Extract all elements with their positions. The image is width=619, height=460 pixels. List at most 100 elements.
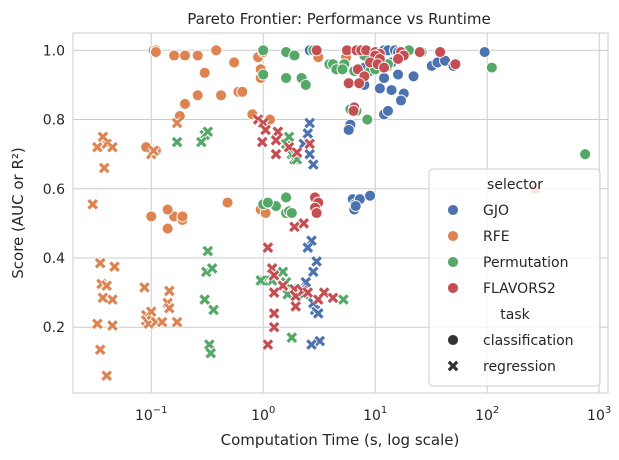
gjo-classification-point <box>395 94 407 107</box>
permutation-classification-point <box>299 78 312 91</box>
rfe-classification-point <box>228 56 241 69</box>
flavors2-classification-point <box>342 77 355 90</box>
rfe-regression-point <box>100 369 113 382</box>
flavors2-regression-point <box>261 241 274 254</box>
gjo-classification-point <box>342 123 355 136</box>
gjo-classification-point <box>378 72 391 84</box>
gjo-regression-point <box>313 335 326 348</box>
permutation-classification-point <box>280 191 293 204</box>
flavors2-regression-point <box>271 125 284 138</box>
legend-marker-flavors2 <box>447 282 459 294</box>
x-tick-base: 10 <box>363 408 381 424</box>
flavors2-regression-point <box>256 135 269 149</box>
legend-label-flavors2: FLAVORS2 <box>483 281 556 297</box>
rfe-regression-point <box>96 130 109 143</box>
gjo-classification-point <box>364 189 377 202</box>
flavors2-classification-point <box>353 77 366 90</box>
permutation-regression-point <box>204 347 217 360</box>
permutation-regression-point <box>282 130 296 143</box>
flavors2-classification-point <box>347 104 360 117</box>
legend-label-regression: regression <box>483 359 556 375</box>
x-tick-base: 10 <box>135 408 153 424</box>
rfe-classification-point <box>149 46 162 58</box>
permutation-classification-point <box>280 72 293 84</box>
x-tick-exponent: 0 <box>269 405 275 416</box>
gjo-classification-point <box>373 82 386 95</box>
permutation-regression-point <box>285 331 298 344</box>
x-tick-label: 101 <box>363 405 387 424</box>
y-tick-label: 1.0 <box>43 43 65 59</box>
gjo-regression-point <box>310 255 323 268</box>
permutation-regression-point <box>195 135 208 149</box>
rfe-regression-point <box>156 315 169 329</box>
permutation-classification-point <box>336 63 349 76</box>
rfe-regression-point <box>171 315 184 329</box>
legend: selector GJO RFE Permutation FLAVORS2 task cla… <box>428 168 601 387</box>
permutation-classification-point <box>485 61 498 74</box>
y-tick-label: 0.6 <box>43 182 65 198</box>
rfe-classification-point <box>168 49 181 62</box>
rfe-regression-point <box>86 198 99 211</box>
chart-title: Pareto Frontier: Performance vs Runtime <box>187 10 490 28</box>
rfe-regression-point <box>100 279 113 292</box>
permutation-regression-point <box>201 245 214 258</box>
x-tick-label: 102 <box>475 405 499 424</box>
legend-marker-x <box>446 359 460 373</box>
x-tick-base: 10 <box>475 408 493 424</box>
rfe-regression-point <box>91 317 104 330</box>
legend-style-title: task <box>500 307 530 323</box>
gjo-classification-point <box>349 200 362 213</box>
gjo-regression-point <box>307 265 320 278</box>
legend-hue-title: selector <box>487 177 543 193</box>
x-tick-base: 10 <box>587 408 605 424</box>
permutation-regression-point <box>171 135 184 149</box>
rfe-classification-point <box>179 49 191 62</box>
rfe-regression-point <box>108 260 121 273</box>
permutation-classification-point <box>285 207 298 219</box>
rfe-regression-point <box>163 284 176 297</box>
gjo-regression-point <box>301 241 314 254</box>
y-tick-label: 0.2 <box>43 320 65 336</box>
x-tick-label: 100 <box>251 405 275 424</box>
flavors2-regression-point <box>326 291 340 304</box>
permutation-classification-point <box>257 68 270 81</box>
gjo-regression-point <box>305 338 318 351</box>
flavors2-regression-point <box>303 137 316 150</box>
rfe-regression-point <box>94 257 107 270</box>
gjo-regression-point <box>301 127 314 140</box>
flavors2-regression-point <box>261 338 274 351</box>
gjo-classification-point <box>478 46 491 58</box>
gjo-classification-point <box>385 84 398 97</box>
rfe-classification-point <box>191 89 204 102</box>
rfe-classification-point <box>161 222 174 235</box>
gjo-regression-point <box>312 307 325 320</box>
rfe-regression-point <box>98 161 111 175</box>
y-tick-label: 0.8 <box>43 113 65 129</box>
x-tick-label: 10−1 <box>135 405 168 424</box>
y-axis-label: Score (AUC or R²) <box>9 147 27 279</box>
x-tick-exponent: 2 <box>493 405 499 416</box>
flavors2-classification-point <box>310 44 323 57</box>
rfe-regression-point <box>106 293 119 306</box>
permutation-regression-point <box>207 303 220 316</box>
rfe-regression-point <box>91 141 104 154</box>
permutation-classification-point <box>261 196 274 209</box>
permutation-regression-point <box>276 265 289 278</box>
flavors2-regression-point <box>289 300 302 313</box>
flavors2-classification-point <box>413 46 426 58</box>
legend-marker-circle <box>447 334 459 346</box>
data-points <box>86 44 592 382</box>
rfe-regression-point <box>106 141 119 154</box>
gjo-classification-point <box>392 68 405 81</box>
flavors2-regression-point <box>268 321 281 334</box>
x-tick-exponent: 3 <box>605 405 611 416</box>
flavors2-regression-point <box>269 148 283 161</box>
x-tick-label: 103 <box>587 405 611 424</box>
permutation-regression-point <box>206 262 219 275</box>
permutation-regression-point <box>254 274 267 287</box>
flavors2-regression-point <box>288 220 301 233</box>
legend-marker-rfe <box>447 230 459 242</box>
flavors2-regression-point <box>268 286 281 299</box>
gjo-regression-point <box>303 116 316 130</box>
